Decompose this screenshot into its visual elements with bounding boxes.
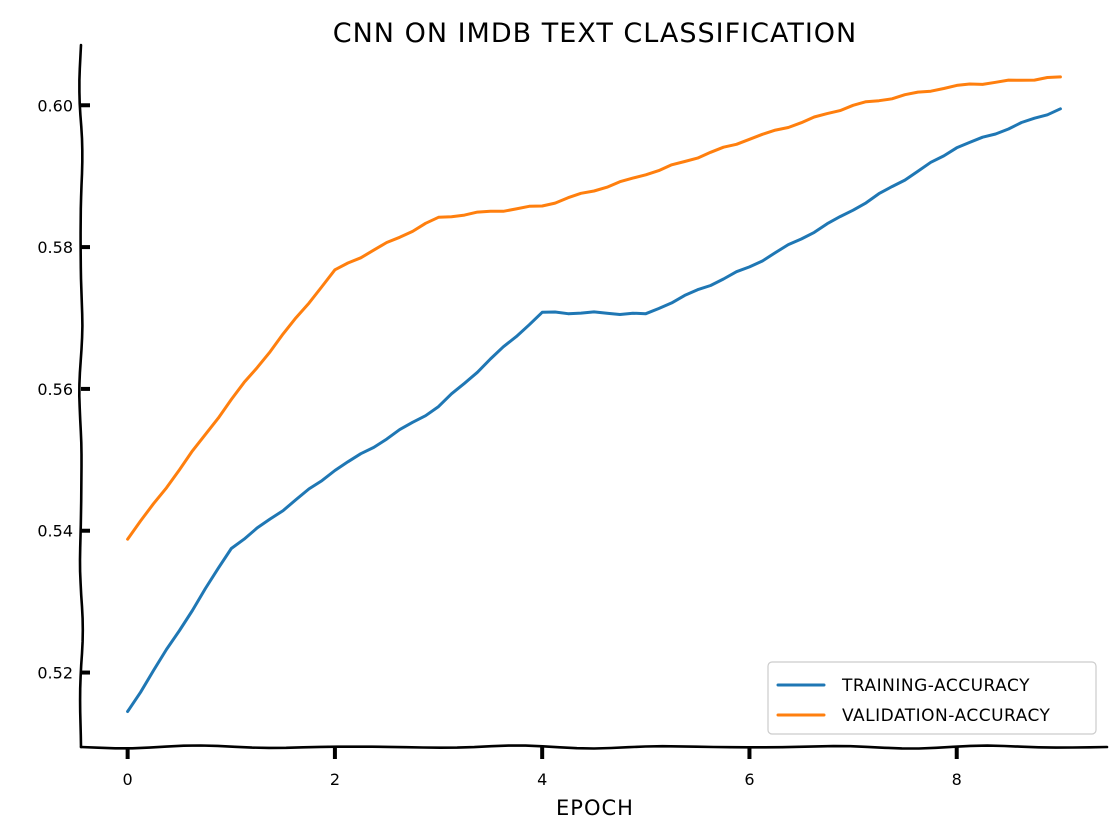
x-tick-label: 4 [537, 770, 547, 789]
x-tick-label: 2 [330, 770, 340, 789]
y-tick-label: 0.54 [37, 522, 73, 541]
y-axis-spine [79, 45, 83, 747]
x-axis-label: EPOCH [556, 796, 634, 820]
legend-label-training-accuracy: TRAINING-ACCURACY [841, 676, 1030, 696]
x-tick-label: 8 [952, 770, 962, 789]
series-line-training-accuracy [128, 109, 1061, 712]
legend-label-validation-accuracy: VALIDATION-ACCURACY [842, 706, 1051, 726]
legend: TRAINING-ACCURACY VALIDATION-ACCURACY [768, 662, 1096, 734]
x-tick-label: 6 [744, 770, 754, 789]
y-tick-label: 0.52 [37, 664, 73, 683]
y-tick-label: 0.60 [37, 96, 73, 115]
series-line-validation-accuracy [128, 77, 1061, 539]
y-tick-label: 0.56 [37, 380, 73, 399]
x-tick-label: 0 [123, 770, 133, 789]
plot-area [128, 77, 1061, 712]
y-tick-label: 0.58 [37, 238, 73, 257]
x-axis-spine [81, 746, 1107, 749]
chart-title: CNN ON IMDB TEXT CLASSIFICATION [333, 18, 858, 49]
